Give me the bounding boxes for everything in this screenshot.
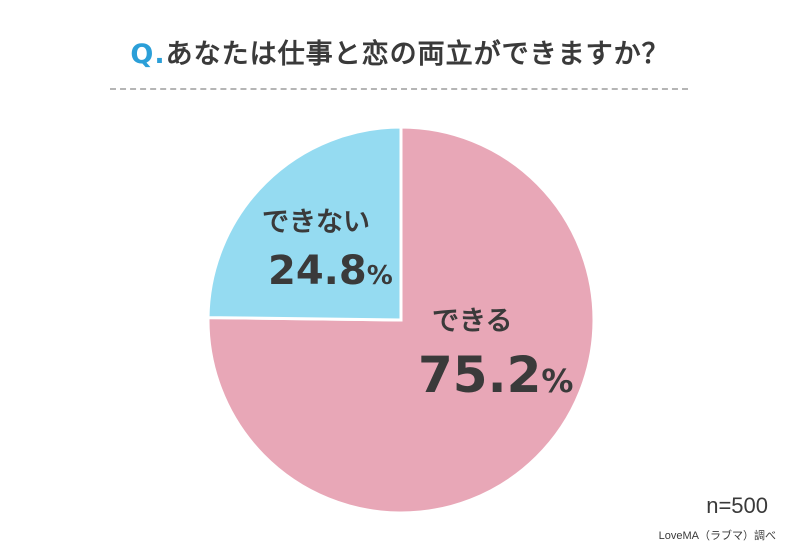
- slice-value-no: 24.8%: [268, 251, 393, 291]
- question-text: あなたは仕事と恋の両立ができますか？: [165, 39, 670, 70]
- slice-label-yes: できる: [432, 306, 513, 337]
- pie-slice-yes: [206, 125, 596, 515]
- pie-slice-no: [206, 125, 403, 322]
- slice-value-no-unit: %: [366, 261, 393, 291]
- sample-size: n=500: [706, 493, 768, 518]
- source-credit: LoveMA（ラブマ）調べ: [658, 530, 776, 542]
- slice-value-no-number: 24.8: [268, 248, 367, 294]
- title-divider: [110, 88, 688, 90]
- slice-value-yes-number: 75.2: [418, 346, 542, 404]
- chart-title: Q.あなたは仕事と恋の両立ができますか？: [0, 32, 800, 71]
- question-prefix: Q.: [130, 39, 166, 70]
- slice-label-no: できない: [262, 207, 370, 238]
- slice-value-yes: 75.2%: [418, 350, 573, 400]
- slice-value-yes-unit: %: [541, 362, 574, 400]
